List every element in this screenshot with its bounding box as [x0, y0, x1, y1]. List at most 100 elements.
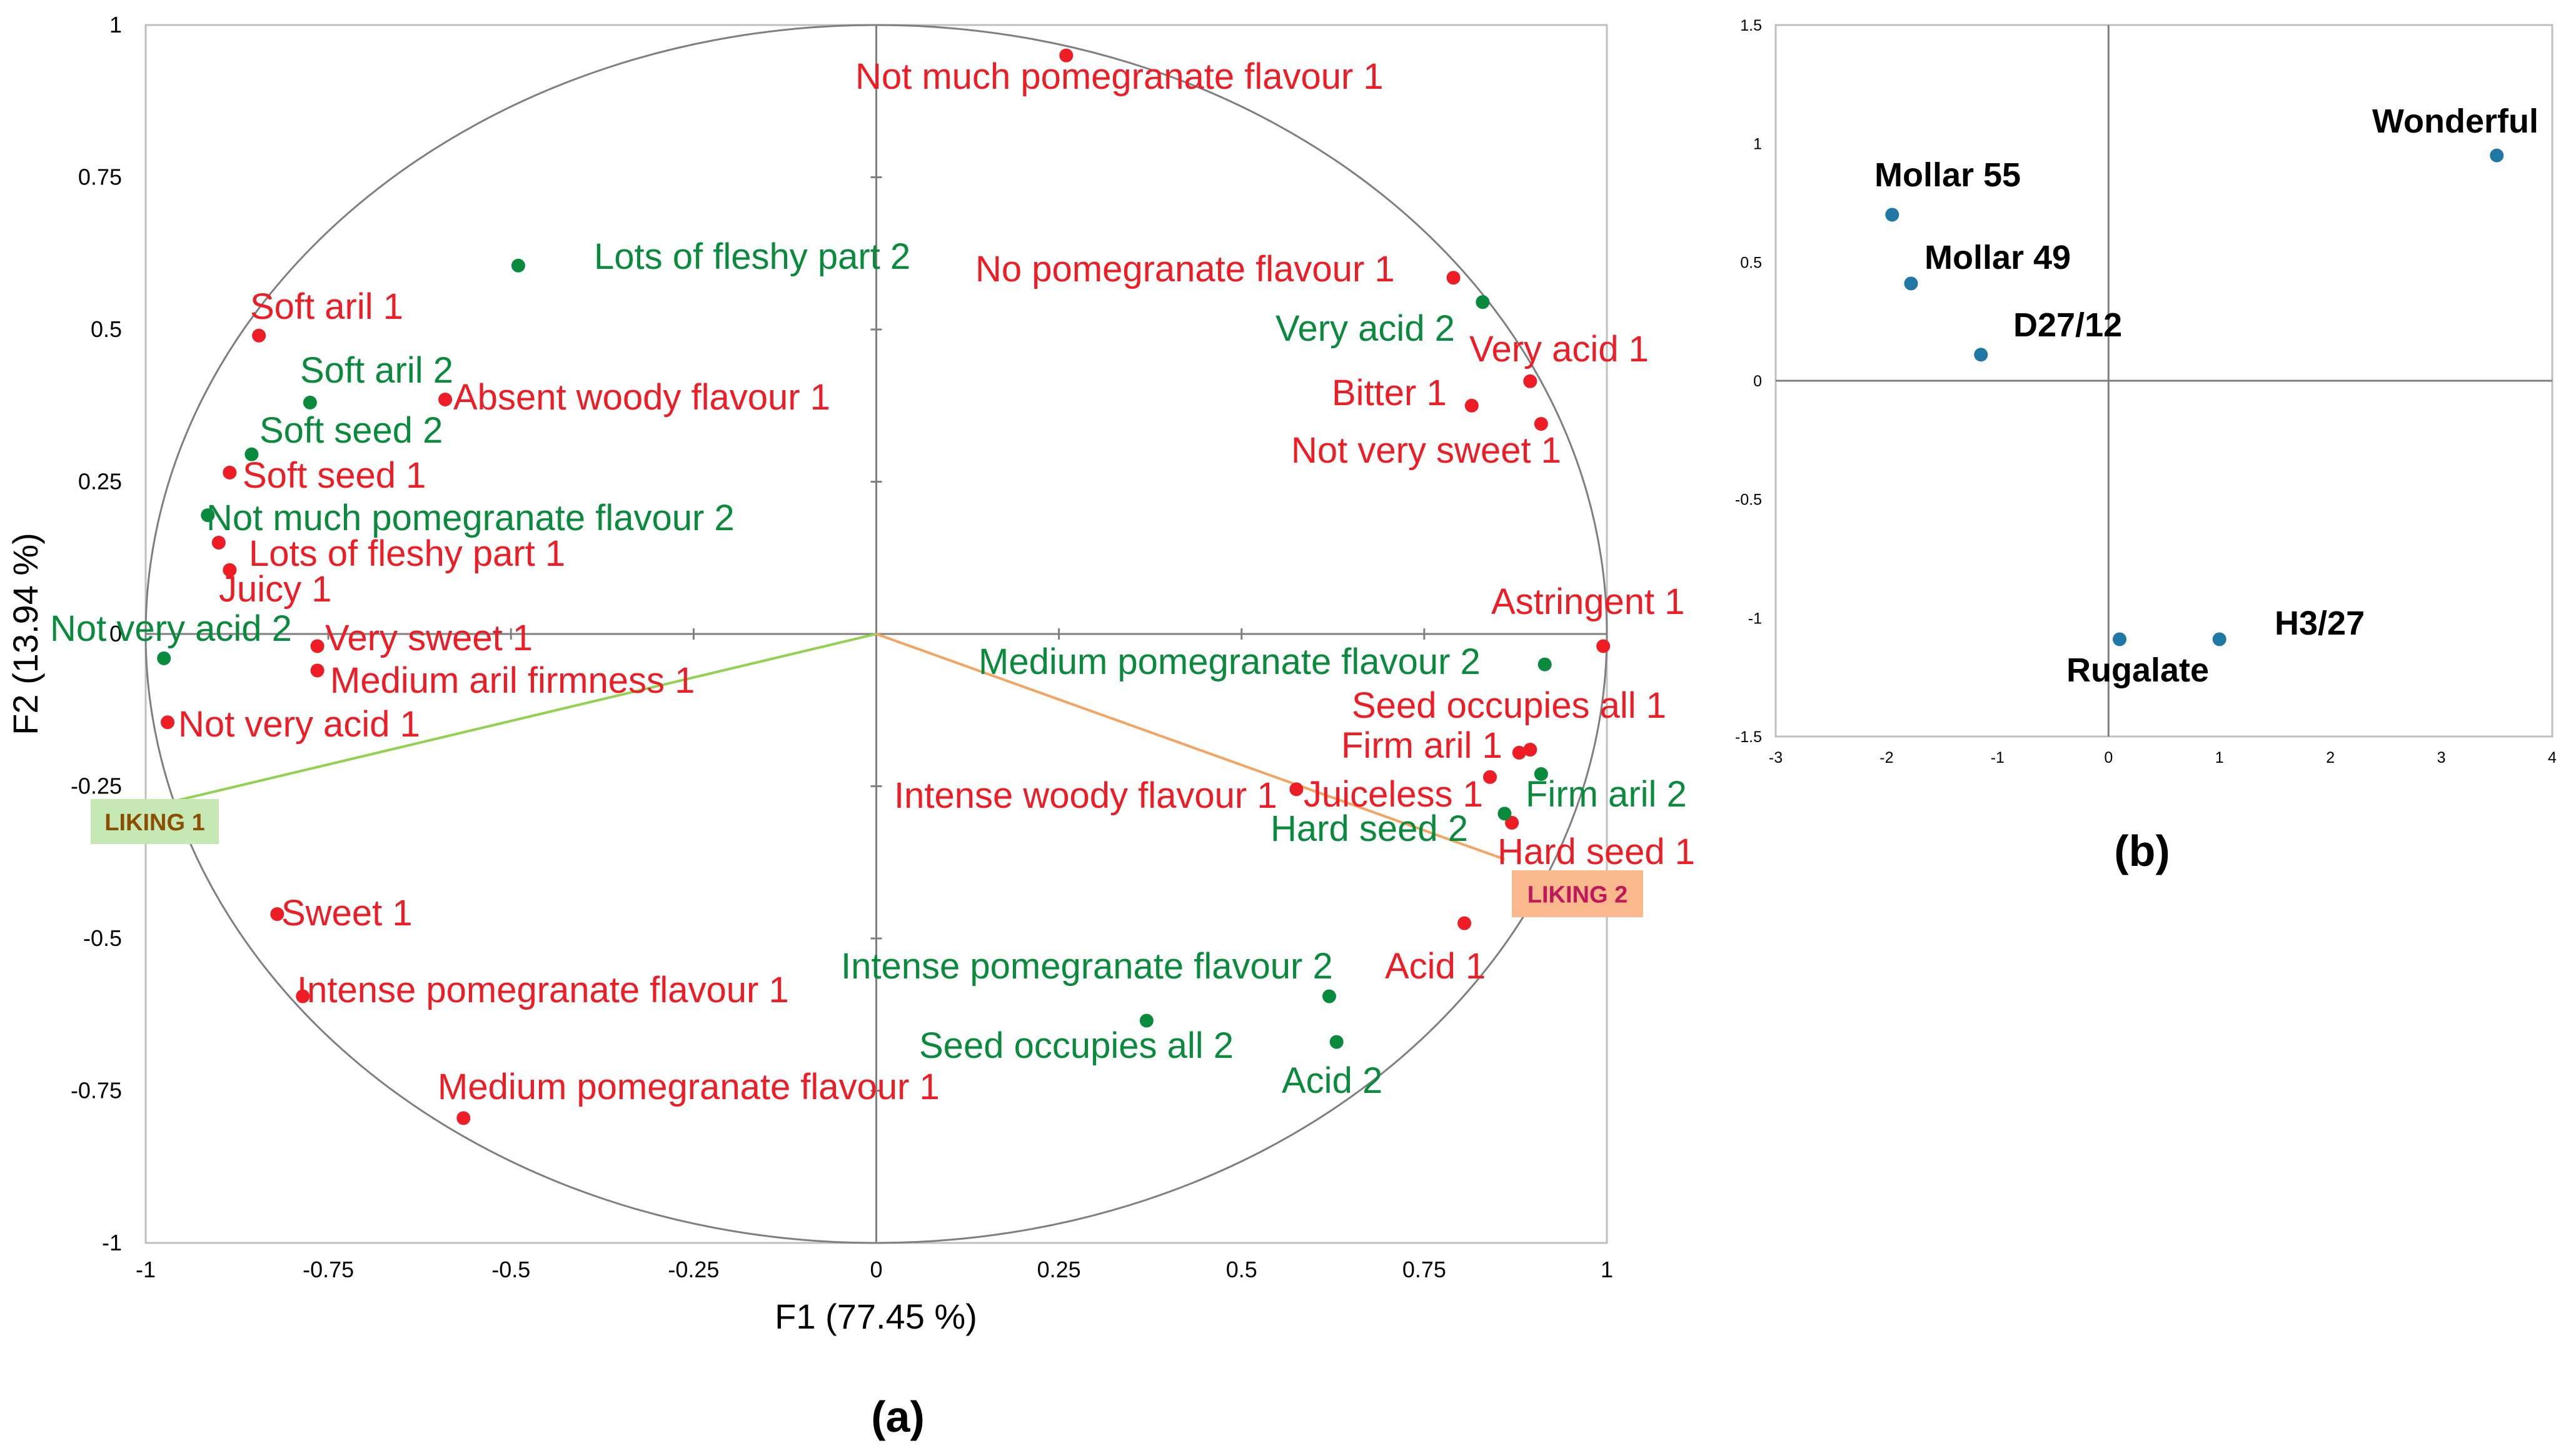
x-tick-label: -0.75	[303, 1257, 354, 1282]
panel-b-x-tick-label: -1	[1991, 749, 2005, 767]
panel-b-axes	[1776, 25, 2552, 737]
label-firm-aril-1: Firm aril 1	[1341, 725, 1502, 766]
label-no-pomegranate-flavour-1: No pomegranate flavour 1	[975, 249, 1395, 289]
y-tick-label: 0.5	[91, 316, 122, 342]
point-lots-of-fleshy-part-1	[211, 535, 226, 550]
label-hard-seed-1: Hard seed 1	[1497, 832, 1695, 872]
point-lots-of-fleshy-part-2	[511, 258, 525, 273]
liking-label: LIKING 2	[1527, 882, 1628, 908]
panel-b-x-tick-label: 4	[2548, 749, 2557, 767]
panel-b-y-tick-label: -0.5	[1735, 491, 1762, 509]
panel-a-tick-labels: -1 -0.75 -0.5 -0.25 0 0.25 0.5 0.75 1 1 0.75 0.5 0.2…	[71, 12, 1613, 1282]
point-not-very-acid-2	[157, 651, 171, 665]
point-sweet-1	[270, 907, 284, 922]
point-soft-seed-1	[223, 465, 237, 480]
label-medium-aril-firmness-1: Medium aril firmness 1	[330, 660, 695, 701]
point-intense-woody-flavour-1	[1289, 782, 1304, 797]
panel-b-points	[1885, 148, 2504, 646]
liking-vector-line	[875, 633, 1506, 861]
point-soft-aril-2	[303, 395, 317, 410]
point-mollar-49	[1904, 276, 1918, 291]
liking-label: LIKING 1	[104, 810, 204, 836]
point-intense-pomegranate-flavour-1	[296, 989, 310, 1003]
label-intense-pomegranate-flavour-1: Intense pomegranate flavour 1	[297, 970, 789, 1010]
point-medium-aril-firmness-1	[310, 663, 325, 678]
point-acid-1	[1457, 916, 1472, 930]
label-very-acid-2: Very acid 2	[1275, 308, 1455, 349]
label-sweet-1: Sweet 1	[281, 893, 413, 933]
panel-b-y-tick-label: 0	[1753, 373, 1762, 390]
label-not-very-acid-2: Not very acid 2	[50, 608, 292, 649]
panel-b-y-tick-label: -1.5	[1735, 728, 1762, 746]
label-acid-1: Acid 1	[1385, 946, 1486, 987]
point-not-very-sweet-1	[1534, 416, 1548, 431]
label-mollar-55: Mollar 55	[1874, 156, 2021, 194]
label-intense-pomegranate-flavour-2: Intense pomegranate flavour 2	[841, 946, 1333, 987]
label-lots-of-fleshy-part-2: Lots of fleshy part 2	[594, 236, 910, 277]
point-no-pomegranate-flavour-1	[1446, 271, 1461, 285]
y-tick-label: -1	[102, 1230, 122, 1255]
point-medium-pomegranate-flavour-1	[456, 1111, 471, 1125]
label-soft-aril-1: Soft aril 1	[250, 286, 403, 327]
label-firm-aril-2: Firm aril 2	[1526, 774, 1687, 815]
panel-b-y-tick-label: 1	[1753, 136, 1762, 153]
label-acid-2: Acid 2	[1282, 1060, 1382, 1101]
x-axis-title: F1 (77.45 %)	[775, 1297, 977, 1336]
x-tick-label: 0.5	[1226, 1257, 1257, 1282]
label-medium-pomegranate-flavour-2: Medium pomegranate flavour 2	[979, 641, 1481, 682]
point-d27-12	[1974, 348, 1988, 362]
point-absent-woody-flavour-1	[438, 393, 453, 407]
panel-a-point-labels: Not much pomegranate flavour 1 No pomegra…	[50, 56, 1695, 1107]
panel-b-x-tick-label: 1	[2215, 749, 2224, 767]
x-tick-label: 0.25	[1037, 1257, 1081, 1282]
point-not-much-pomegranate-flavour-2	[201, 508, 215, 523]
panel-b-y-tick-label: 1.5	[1740, 17, 1762, 34]
point-hard-seed-2	[1497, 807, 1512, 821]
y-tick-label: -0.5	[83, 925, 122, 951]
panel-b-point-labels: Wonderful Mollar 55 Mollar 49 D27/12 H3/27 Ru…	[1874, 103, 2538, 689]
y-tick-label: -0.75	[71, 1078, 122, 1104]
y-tick-label: 1	[109, 12, 122, 38]
label-mollar-49: Mollar 49	[1924, 239, 2071, 276]
label-seed-occupies-all-1: Seed occupies all 1	[1352, 685, 1666, 726]
label-h3-27: H3/27	[2275, 605, 2365, 642]
x-tick-label: -0.5	[491, 1257, 530, 1282]
panel-b-scores-plot: -3 -2 -1 0 1 2 3 4 1.5 1 0.5 0 -0.5 -1 -1.5 Wonderful M…	[1735, 17, 2557, 875]
point-juiceless-1	[1483, 770, 1497, 784]
point-acid-2	[1329, 1035, 1344, 1049]
point-firm-aril-1	[1512, 745, 1526, 760]
label-juiceless-1: Juiceless 1	[1304, 774, 1483, 815]
label-d27-12: D27/12	[2013, 306, 2122, 344]
y-tick-label: -0.25	[71, 773, 122, 799]
y-tick-label: 0	[109, 621, 122, 646]
panel-b-x-tick-label: -2	[1879, 749, 1893, 767]
point-seed-occupies-all-1	[1523, 743, 1537, 757]
point-medium-pomegranate-flavour-2	[1537, 657, 1552, 671]
label-not-very-sweet-1: Not very sweet 1	[1291, 430, 1561, 471]
label-soft-seed-2: Soft seed 2	[259, 410, 443, 451]
x-tick-label: 0.75	[1402, 1257, 1446, 1282]
label-soft-seed-1: Soft seed 1	[243, 455, 426, 496]
label-absent-woody-flavour-1: Absent woody flavour 1	[453, 377, 830, 418]
panel-a-label: (a)	[871, 1392, 925, 1441]
x-tick-label: 1	[1601, 1257, 1613, 1282]
point-very-acid-1	[1523, 374, 1537, 388]
liking-label-box	[1512, 870, 1643, 917]
label-intense-woody-flavour-1: Intense woody flavour 1	[894, 775, 1277, 816]
x-tick-label: 0	[870, 1257, 882, 1282]
panel-a-biplot: -1 -0.75 -0.5 -0.25 0 0.25 0.5 0.75 1 1 0.75 0.5 0.2…	[6, 12, 1695, 1441]
point-not-much-pomegranate-flavour-1	[1059, 48, 1074, 63]
panel-b-x-tick-label: 0	[2104, 749, 2113, 767]
point-soft-seed-2	[244, 447, 259, 461]
label-soft-aril-2: Soft aril 2	[300, 350, 453, 391]
point-not-very-acid-1	[161, 715, 175, 730]
y-tick-label: 0.75	[78, 164, 122, 190]
label-juicy-1: Juicy 1	[219, 569, 332, 610]
label-wonderful: Wonderful	[2372, 103, 2538, 140]
panel-b-x-tick-label: 3	[2437, 749, 2446, 767]
label-medium-pomegranate-flavour-1: Medium pomegranate flavour 1	[438, 1067, 940, 1107]
point-wonderful	[2490, 148, 2504, 163]
point-intense-pomegranate-flavour-2	[1322, 989, 1336, 1003]
panel-b-y-tick-label: -1	[1748, 610, 1762, 627]
panel-b-x-tick-label: -3	[1769, 749, 1783, 767]
